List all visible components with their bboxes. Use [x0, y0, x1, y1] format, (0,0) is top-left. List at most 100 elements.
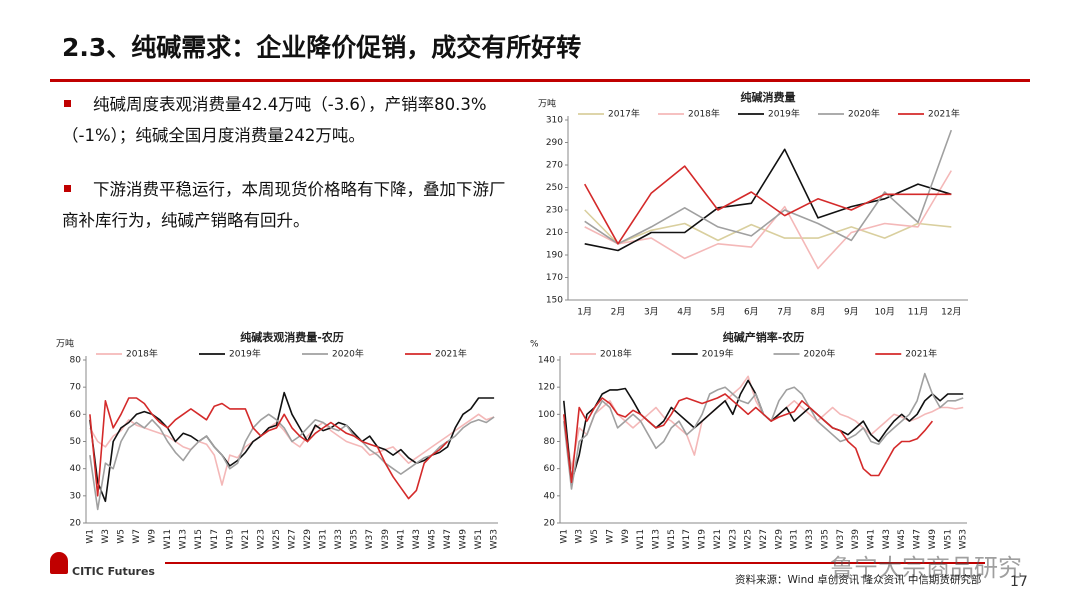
x-tick-label: W39 [851, 529, 861, 550]
y-tick-label: 250 [546, 183, 563, 193]
logo-icon [50, 552, 68, 574]
x-tick-label: W17 [682, 529, 692, 549]
series-line [563, 393, 934, 484]
y-tick-label: 170 [546, 273, 563, 283]
y-tick-label: 120 [538, 383, 555, 393]
x-tick-label: W19 [698, 529, 708, 550]
x-tick-label: W23 [256, 529, 266, 549]
x-tick-label: 10月 [874, 307, 894, 318]
page-number: 17 [1010, 574, 1028, 590]
x-tick-label: W19 [225, 529, 235, 550]
x-tick-label: W51 [474, 529, 484, 549]
x-tick-label: 7月 [777, 307, 792, 318]
x-tick-label: W25 [744, 529, 754, 549]
series-line [584, 170, 952, 270]
y-tick-label: 150 [546, 296, 563, 306]
x-tick-label: W43 [882, 529, 892, 549]
legend-label: 2018年 [126, 348, 158, 360]
x-tick-label: W25 [272, 529, 282, 549]
x-tick-label: W7 [132, 529, 142, 544]
legend-label: 2021年 [905, 348, 937, 360]
y-tick-label: 210 [546, 228, 563, 238]
source-note: 资料来源：Wind 卓创资讯 隆众资讯 中信期货研究部 [735, 574, 982, 586]
series-line [584, 165, 952, 245]
legend-label: 2018年 [688, 108, 720, 120]
x-tick-label: W35 [820, 529, 830, 549]
x-tick-label: W29 [303, 529, 313, 550]
y-axis-label: 万吨 [56, 338, 74, 350]
x-tick-label: 12月 [941, 307, 961, 318]
series-line [584, 129, 953, 245]
x-tick-label: W35 [350, 529, 360, 549]
x-tick-label: W39 [381, 529, 391, 550]
x-tick-label: W33 [334, 529, 344, 549]
x-tick-label: 4月 [677, 307, 692, 318]
y-tick-label: 140 [538, 356, 555, 366]
y-tick-label: 20 [70, 519, 82, 529]
x-tick-label: W15 [194, 529, 204, 549]
series-line [89, 391, 495, 503]
y-axis-label: 万吨 [538, 98, 556, 110]
footer-rule [165, 562, 985, 564]
title-rule [50, 79, 1030, 82]
series-line [584, 209, 952, 245]
x-tick-label: W5 [590, 529, 600, 544]
x-tick-label: W31 [790, 529, 800, 549]
x-tick-label: W41 [867, 529, 877, 549]
y-tick-label: 20 [544, 519, 556, 529]
legend-label: 2019年 [702, 348, 734, 360]
x-tick-label: W3 [101, 529, 111, 544]
series-line [563, 372, 964, 490]
y-axis-label: % [530, 340, 539, 350]
x-tick-label: 5月 [711, 307, 726, 318]
y-tick-label: 230 [546, 206, 563, 216]
x-tick-label: W37 [365, 529, 375, 549]
x-tick-label: W45 [897, 529, 907, 549]
x-tick-label: 11月 [908, 307, 928, 318]
series-line [89, 413, 495, 511]
x-tick-label: 1月 [577, 307, 592, 318]
legend-label: 2021年 [435, 348, 467, 360]
x-tick-label: W23 [728, 529, 738, 549]
y-tick-label: 100 [538, 410, 555, 420]
x-tick-label: W1 [85, 529, 95, 544]
legend-label: 2018年 [600, 348, 632, 360]
y-tick-label: 80 [544, 437, 556, 447]
x-tick-label: W21 [241, 529, 251, 549]
y-tick-label: 270 [546, 161, 563, 171]
y-tick-label: 290 [546, 138, 563, 148]
x-tick-label: W49 [928, 529, 938, 550]
x-tick-label: W1 [559, 529, 569, 544]
legend-label: 2019年 [229, 348, 261, 360]
x-tick-label: W13 [651, 529, 661, 549]
x-tick-label: 9月 [844, 307, 859, 318]
logo-text: CITIC Futures [72, 565, 155, 578]
legend-label: 2019年 [768, 108, 800, 120]
legend-label: 2020年 [804, 348, 836, 360]
legend-label: 2020年 [848, 108, 880, 120]
legend-label: 2020年 [332, 348, 364, 360]
x-tick-label: W11 [163, 529, 173, 549]
bullet: 纯碱周度表观消费量42.4万吨（-3.6），产销率80.3%（-1%）；纯碱全国… [62, 89, 512, 151]
y-tick-label: 30 [70, 491, 82, 501]
x-tick-label: W49 [459, 529, 469, 550]
legend-label: 2021年 [928, 108, 960, 120]
x-tick-label: W47 [913, 529, 923, 549]
x-tick-label: 3月 [644, 307, 659, 318]
y-tick-label: 60 [70, 410, 82, 420]
series-line [89, 413, 495, 486]
x-tick-label: W13 [179, 529, 189, 549]
x-tick-label: W43 [412, 529, 422, 549]
x-tick-label: W3 [575, 529, 585, 544]
series-line [89, 397, 449, 500]
y-tick-label: 190 [546, 251, 563, 261]
chart-title: 纯碱表观消费量-农历 [240, 330, 344, 344]
x-tick-label: W53 [490, 529, 500, 549]
x-tick-label: W17 [210, 529, 220, 549]
x-tick-label: W21 [713, 529, 723, 549]
x-tick-label: W9 [621, 529, 631, 544]
x-tick-label: W33 [805, 529, 815, 549]
